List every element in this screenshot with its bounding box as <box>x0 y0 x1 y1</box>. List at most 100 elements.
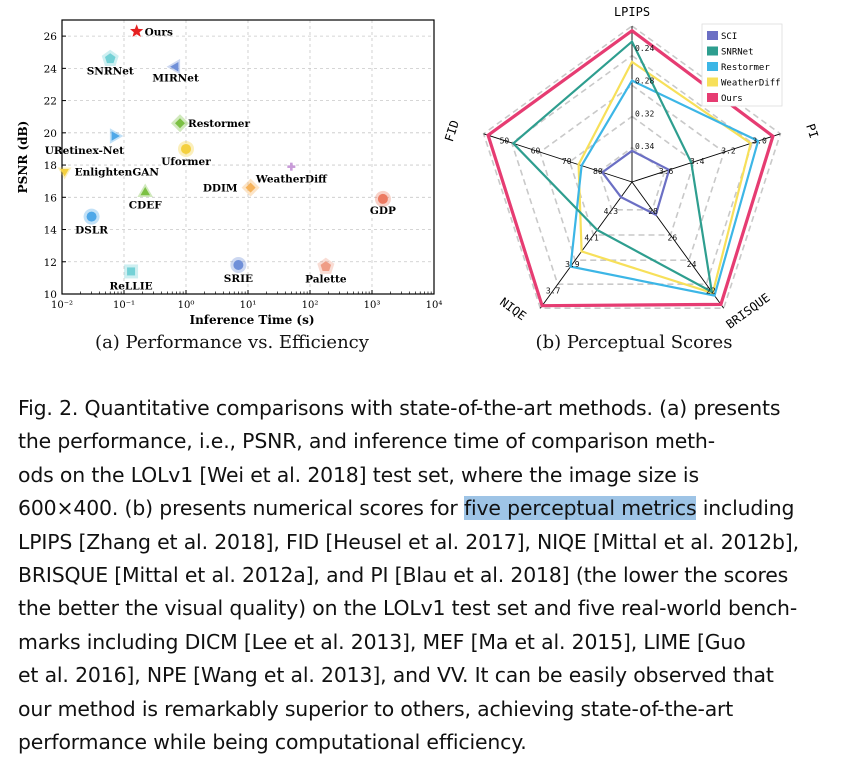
y-tick-label: 14 <box>44 225 58 237</box>
point-label: SNRNet <box>87 66 134 78</box>
radar-spoke <box>631 181 725 309</box>
radar-tick-label: 3.9 <box>565 260 580 269</box>
point-label: SRIE <box>224 273 253 285</box>
x-tick-label: 10¹ <box>240 300 257 311</box>
x-tick-label: 10⁻¹ <box>113 300 135 311</box>
y-tick-label: 18 <box>44 160 57 172</box>
radar-ring <box>482 25 782 310</box>
y-tick-label: 20 <box>44 128 57 140</box>
radar-tick-label: 22 <box>706 287 716 296</box>
marker <box>111 131 120 141</box>
highlighted-text[interactable]: five perceptual metrics <box>463 496 697 521</box>
radar-axis-label: FID <box>442 119 462 144</box>
marker <box>105 53 116 64</box>
radar-tick-label: 28 <box>648 207 658 216</box>
radar-legend: SCI SNRNet Restormer WeatherDiff Ours <box>701 23 783 107</box>
marker <box>290 162 293 171</box>
radar-tick-label: 70 <box>562 157 572 166</box>
legend-label: WeatherDiff <box>721 79 781 89</box>
radar-axis-label: LPIPS <box>614 5 650 19</box>
figure-2: 10⁻² 10⁻¹ 10⁰ 10¹ 10² 10³ 10⁴ 10 12 14 16 18 20 22 24 2… <box>16 5 821 353</box>
marker <box>245 182 256 193</box>
scatter-chart: 10⁻² 10⁻¹ 10⁰ 10¹ 10² 10³ 10⁴ 10 12 14 16 18 20 22 24 2… <box>16 19 443 353</box>
legend-label: Restormer <box>721 63 770 73</box>
series-restormer <box>569 79 760 297</box>
marker <box>60 169 69 177</box>
radar-title: (b) Perceptual Scores <box>536 332 733 353</box>
x-tick-label: 10⁴ <box>426 300 443 311</box>
radar-tick-label: 4.1 <box>584 234 599 243</box>
caption-line: marks including DICM [Lee et al. 2013], … <box>18 629 746 654</box>
x-tick-label: 10⁰ <box>178 300 195 311</box>
caption-line: LPIPS [Zhang et al. 2018], FID [Heusel e… <box>18 529 799 554</box>
point-cdef <box>137 183 153 197</box>
marker <box>320 261 332 271</box>
radar-tick-label: 60 <box>531 147 541 156</box>
legend-swatch <box>707 31 718 40</box>
legend-swatch <box>707 46 718 56</box>
marker <box>130 24 144 37</box>
point-label: Restormer <box>188 118 250 130</box>
radar-tick-label: 0.34 <box>635 142 654 151</box>
radar-axis-label: NIQE <box>497 295 529 323</box>
point-label: DDIM <box>203 183 238 195</box>
radar-tick-label: 4.3 <box>604 207 619 216</box>
marker <box>181 143 191 154</box>
radar-tick-label: 3.6 <box>659 167 674 176</box>
figure-caption: Fig. 2. Quantitative comparisons with st… <box>18 392 830 759</box>
caption-line: performance while being computational ef… <box>18 730 527 755</box>
caption-line: ods on the LOLv1 [Wei et al. 2018] test … <box>18 462 699 487</box>
point-label: EnlightenGAN <box>75 167 160 179</box>
x-tick-label: 10² <box>302 300 319 311</box>
scatter-title: (a) Performance vs. Efficiency <box>95 332 370 353</box>
series-ours <box>486 28 775 308</box>
radar-tick-label: 50 <box>500 137 510 146</box>
radar-axis-label: PI <box>803 122 821 140</box>
legend-label: SCI <box>721 32 737 42</box>
point-uformer <box>178 140 194 157</box>
y-axis-label: PSNR (dB) <box>16 121 30 194</box>
radar-ring <box>598 146 666 211</box>
radar-ring <box>568 115 696 236</box>
point-label: Palette <box>305 274 347 286</box>
x-tick-label: 10⁻² <box>51 300 73 311</box>
series-snrnet <box>511 39 714 294</box>
point-label: DSLR <box>75 225 108 237</box>
radar-tick-label: 3.2 <box>721 147 736 156</box>
radar-tick-label: 0.32 <box>635 109 654 118</box>
point-gdp <box>374 190 391 207</box>
point-mirnet <box>166 58 181 75</box>
point-label: URetinex-Net <box>45 145 124 157</box>
caption-line: et al. 2016], NPE [Wang et al. 2013], an… <box>18 663 774 688</box>
radar-tick-label: 80 <box>593 167 603 176</box>
marker <box>377 193 388 204</box>
caption-line: Fig. 2. Quantitative comparisons with st… <box>18 396 781 420</box>
marker <box>86 211 97 222</box>
marker <box>140 187 150 196</box>
marker <box>170 62 179 72</box>
radar-spoke <box>539 181 633 309</box>
point-uretinex-net <box>109 128 124 144</box>
series-weatherdiff <box>577 60 752 295</box>
caption-line: BRISQUE [Mittal et al. 2012a], and PI [B… <box>18 563 789 588</box>
point-dslr <box>83 208 100 225</box>
caption-line: our method is remarkably superior to oth… <box>18 696 734 721</box>
radar-chart: 0.34 0.32 0.28 0.24 3.6 3.4 3.2 3.0 28 26 24 22 4.3 4… <box>442 5 821 353</box>
x-tick-label: 10³ <box>364 300 381 311</box>
y-tick-label: 16 <box>44 192 58 204</box>
caption-text: 600×400. (b) presents numerical scores f… <box>18 496 464 521</box>
radar-tick-label: 0.24 <box>635 44 654 53</box>
marker <box>175 118 185 129</box>
point-label: CDEF <box>129 199 162 211</box>
point-label: Uformer <box>161 156 211 168</box>
y-tick-label: 12 <box>44 257 57 269</box>
point-label: GDP <box>370 205 396 217</box>
radar-spoke <box>483 133 633 183</box>
caption-line: the performance, i.e., PSNR, and inferen… <box>18 429 715 454</box>
caption-line: the better the visual quality) on the LO… <box>18 596 798 621</box>
point-weatherdiff <box>287 162 296 171</box>
y-tick-label: 10 <box>44 289 57 301</box>
point-ours <box>130 24 144 37</box>
y-tick-label: 22 <box>44 96 57 108</box>
